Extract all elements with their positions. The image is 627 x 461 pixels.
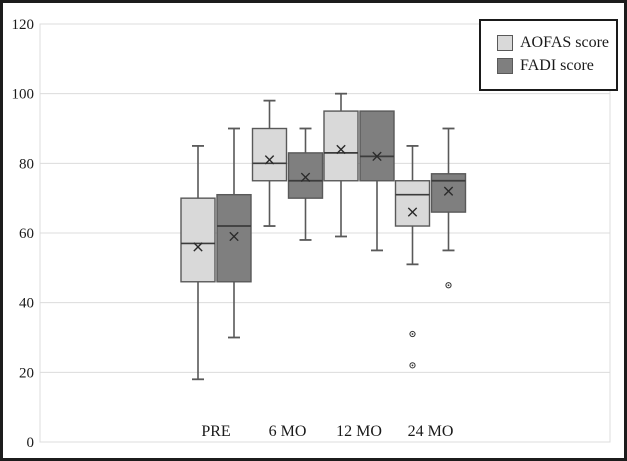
mean-marker-fadi-score-6-mo <box>300 172 311 182</box>
box-fadi-score-6-mo <box>287 152 324 199</box>
mean-marker-fadi-score-12-mo <box>372 151 382 162</box>
box-aofas-score-6-mo <box>251 127 288 182</box>
x-tick-label: 24 MO <box>408 423 454 440</box>
x-tick-label: PRE <box>201 423 230 440</box>
boxplot-canvas: 0 20 40 60 80 100 120 PRE 6 MO 12 MO 24 MO <box>12 17 611 451</box>
outlier-point-dot-aofas-score-24-mo <box>411 364 414 367</box>
box-fadi-score-24-mo <box>430 173 467 213</box>
outlier-point-dot-fadi-score-24-mo <box>447 284 450 287</box>
box-aofas-score-12-mo <box>323 110 359 182</box>
box-aofas-score-pre <box>180 197 216 283</box>
legend-swatch <box>497 57 513 74</box>
y-tick-label: 100 <box>12 87 35 103</box>
legend-label: FADI score <box>520 57 594 74</box>
legend-item-fadi-score: FADI score <box>497 57 616 74</box>
legend-swatch <box>497 34 513 51</box>
box-fadi-score-12-mo <box>359 110 395 182</box>
legend: AOFAS score FADI score <box>479 19 618 91</box>
box-aofas-score-24-mo <box>394 180 431 227</box>
mean-marker-aofas-score-24-mo <box>407 207 418 217</box>
legend-item-aofas-score: AOFAS score <box>497 34 616 51</box>
y-tick-label: 20 <box>19 365 34 381</box>
x-tick-label: 6 MO <box>269 423 307 440</box>
y-tick-label: 0 <box>27 435 35 451</box>
box-fadi-score-pre <box>216 193 252 283</box>
y-tick-label: 40 <box>19 296 34 312</box>
x-tick-label: 12 MO <box>336 423 382 440</box>
y-tick-label: 120 <box>12 17 35 33</box>
legend-label: AOFAS score <box>520 34 610 51</box>
mean-marker-fadi-score-pre <box>229 231 239 242</box>
y-tick-label: 80 <box>19 156 34 172</box>
mean-marker-aofas-score-pre <box>193 242 203 252</box>
outlier-point-dot-aofas-score-24-mo <box>411 333 414 335</box>
mean-marker-aofas-score-12-mo <box>336 144 346 155</box>
mean-marker-aofas-score-6-mo <box>264 155 275 165</box>
mean-marker-fadi-score-24-mo <box>443 186 454 196</box>
y-tick-label: 60 <box>19 226 34 242</box>
